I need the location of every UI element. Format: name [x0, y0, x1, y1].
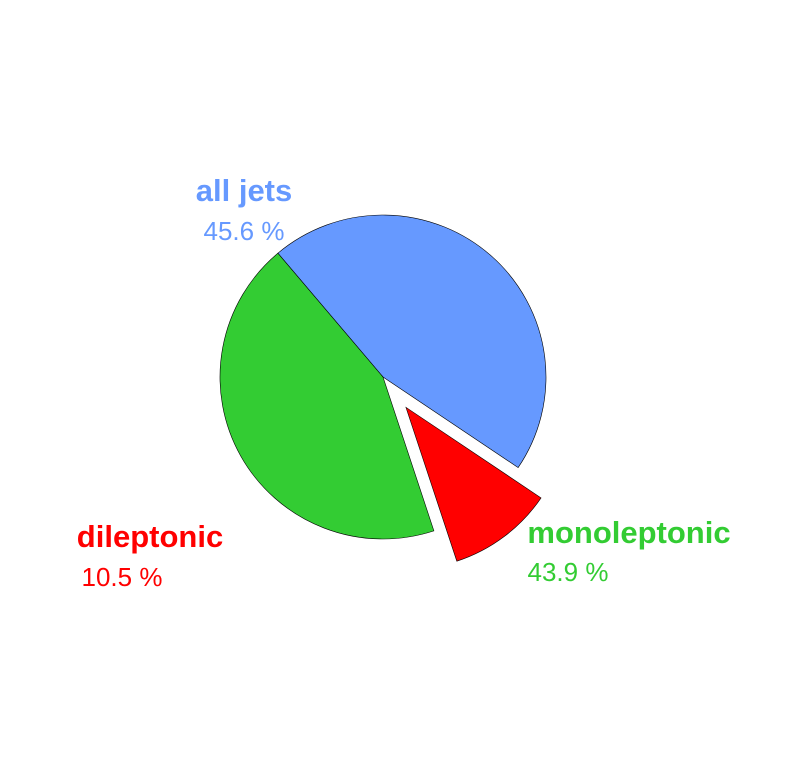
slice-value-monoleptonic: 43.9 %: [528, 557, 609, 587]
slice-label-dileptonic: dileptonic: [77, 519, 223, 554]
slice-value-dileptonic: 10.5 %: [82, 562, 163, 592]
pie-labels: all jets 45.6 % monoleptonic 43.9 % dilepton…: [77, 173, 731, 592]
pie-slice-dileptonic: [405, 406, 542, 562]
pie-slices: [219, 214, 547, 562]
pie-slice-all-jets: [277, 214, 547, 469]
slice-value-all-jets: 45.6 %: [204, 216, 285, 246]
pie-slice-monoleptonic: [219, 252, 435, 540]
slice-label-all-jets: all jets: [196, 173, 293, 208]
slice-label-monoleptonic: monoleptonic: [527, 515, 730, 550]
